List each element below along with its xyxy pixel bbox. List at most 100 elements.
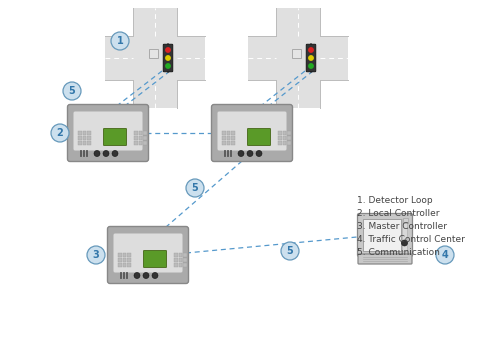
Bar bbox=[87, 141, 90, 145]
FancyBboxPatch shape bbox=[248, 129, 270, 145]
Text: 3: 3 bbox=[92, 250, 100, 260]
Bar bbox=[178, 263, 182, 267]
Bar bbox=[231, 131, 234, 135]
Bar bbox=[226, 131, 230, 135]
Bar bbox=[276, 8, 320, 108]
Circle shape bbox=[186, 179, 204, 197]
Bar bbox=[231, 136, 234, 140]
Bar bbox=[282, 136, 286, 140]
Bar bbox=[363, 219, 401, 251]
FancyBboxPatch shape bbox=[68, 105, 148, 162]
FancyBboxPatch shape bbox=[108, 226, 188, 284]
Bar bbox=[174, 258, 178, 262]
FancyBboxPatch shape bbox=[104, 129, 126, 145]
Circle shape bbox=[94, 151, 100, 156]
Text: 4: 4 bbox=[442, 250, 448, 260]
Text: 5: 5 bbox=[68, 86, 75, 96]
Text: 1. Detector Loop: 1. Detector Loop bbox=[357, 196, 432, 205]
Circle shape bbox=[112, 151, 118, 156]
Circle shape bbox=[256, 151, 262, 156]
Circle shape bbox=[309, 56, 313, 60]
Bar bbox=[226, 136, 230, 140]
Bar bbox=[183, 263, 186, 267]
Text: 4. Traffic Control Center: 4. Traffic Control Center bbox=[357, 235, 465, 244]
Bar bbox=[278, 141, 281, 145]
Bar bbox=[133, 8, 177, 108]
Bar bbox=[134, 141, 138, 145]
Bar bbox=[226, 141, 230, 145]
Bar bbox=[138, 141, 142, 145]
FancyBboxPatch shape bbox=[212, 105, 292, 162]
Bar bbox=[178, 258, 182, 262]
Bar bbox=[183, 258, 186, 262]
FancyBboxPatch shape bbox=[358, 213, 412, 257]
Bar bbox=[127, 263, 130, 267]
Circle shape bbox=[134, 272, 140, 279]
Circle shape bbox=[143, 272, 149, 279]
Text: 2. Local Controller: 2. Local Controller bbox=[357, 209, 440, 218]
Bar bbox=[87, 136, 90, 140]
Bar bbox=[138, 131, 142, 135]
Bar bbox=[127, 258, 130, 262]
Bar bbox=[118, 253, 122, 257]
Bar bbox=[222, 141, 226, 145]
Circle shape bbox=[152, 272, 158, 279]
Bar bbox=[134, 131, 138, 135]
Bar bbox=[87, 131, 90, 135]
Bar bbox=[127, 253, 130, 257]
Bar bbox=[143, 131, 146, 135]
Bar bbox=[287, 141, 290, 145]
Bar bbox=[134, 136, 138, 140]
Bar bbox=[183, 253, 186, 257]
Bar bbox=[287, 136, 290, 140]
Circle shape bbox=[309, 48, 313, 52]
Circle shape bbox=[111, 32, 129, 50]
Bar bbox=[143, 136, 146, 140]
Circle shape bbox=[247, 151, 253, 156]
Circle shape bbox=[166, 48, 170, 52]
Bar bbox=[78, 136, 82, 140]
FancyBboxPatch shape bbox=[163, 44, 173, 72]
Bar bbox=[287, 131, 290, 135]
Bar bbox=[282, 131, 286, 135]
Bar bbox=[148, 48, 158, 58]
Bar bbox=[278, 131, 281, 135]
Bar bbox=[78, 131, 82, 135]
Text: 3. Master Controller: 3. Master Controller bbox=[357, 222, 447, 231]
Text: 5: 5 bbox=[192, 183, 198, 193]
Bar bbox=[403, 218, 408, 223]
Bar bbox=[174, 263, 178, 267]
Bar bbox=[174, 253, 178, 257]
Bar bbox=[122, 258, 126, 262]
Circle shape bbox=[238, 151, 244, 156]
Circle shape bbox=[281, 242, 299, 260]
Circle shape bbox=[103, 151, 109, 156]
Bar bbox=[78, 141, 82, 145]
Circle shape bbox=[87, 246, 105, 264]
FancyBboxPatch shape bbox=[73, 111, 143, 151]
Text: 5. Communication: 5. Communication bbox=[357, 248, 440, 257]
Bar bbox=[143, 141, 146, 145]
Bar bbox=[222, 136, 226, 140]
Circle shape bbox=[402, 240, 407, 246]
Bar bbox=[222, 131, 226, 135]
Bar bbox=[118, 263, 122, 267]
Circle shape bbox=[309, 64, 313, 68]
Circle shape bbox=[166, 56, 170, 60]
Bar bbox=[82, 136, 86, 140]
Bar bbox=[178, 253, 182, 257]
FancyBboxPatch shape bbox=[306, 44, 316, 72]
Bar bbox=[278, 136, 281, 140]
Text: 5: 5 bbox=[286, 246, 294, 256]
FancyBboxPatch shape bbox=[358, 254, 412, 264]
Bar bbox=[82, 141, 86, 145]
Bar bbox=[231, 141, 234, 145]
Text: 2: 2 bbox=[56, 128, 64, 138]
Circle shape bbox=[166, 64, 170, 68]
FancyBboxPatch shape bbox=[113, 233, 183, 273]
FancyBboxPatch shape bbox=[144, 250, 167, 268]
Bar bbox=[138, 136, 142, 140]
Circle shape bbox=[51, 124, 69, 142]
Bar bbox=[105, 36, 205, 80]
FancyBboxPatch shape bbox=[217, 111, 287, 151]
